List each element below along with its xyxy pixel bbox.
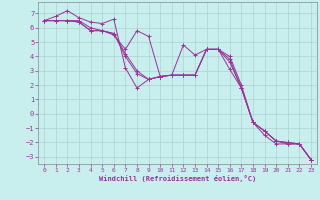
X-axis label: Windchill (Refroidissement éolien,°C): Windchill (Refroidissement éolien,°C)	[99, 175, 256, 182]
